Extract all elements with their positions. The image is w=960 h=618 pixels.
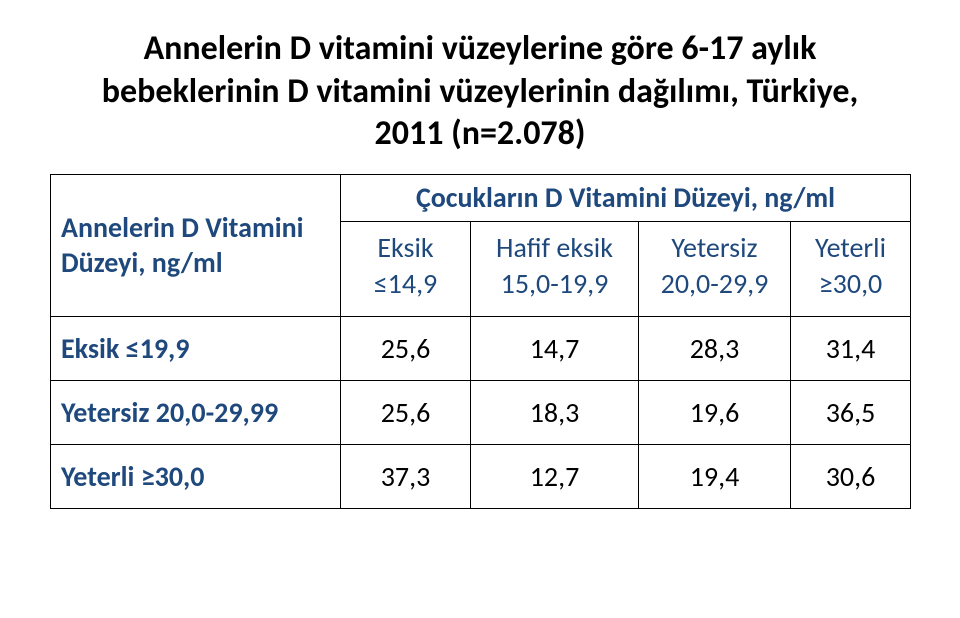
table-cell: 19,4 bbox=[639, 445, 791, 509]
data-table: Annelerin D Vitamini Düzeyi, ng/ml Çocuk… bbox=[50, 174, 911, 510]
table-cell: 12,7 bbox=[471, 445, 639, 509]
table-cell: 37,3 bbox=[341, 445, 471, 509]
table-cell: 14,7 bbox=[471, 317, 639, 381]
table-cell: 28,3 bbox=[639, 317, 791, 381]
table-row: Yetersiz 20,0-29,99 25,6 18,3 19,6 36,5 bbox=[51, 381, 911, 445]
table-row: Yeterli ≥30,0 37,3 12,7 19,4 30,6 bbox=[51, 445, 911, 509]
header-top: Çocukların D Vitamini Düzeyi, ng/ml bbox=[341, 174, 911, 221]
table-cell: 36,5 bbox=[791, 381, 911, 445]
row-label: Yetersiz 20,0-29,99 bbox=[51, 381, 341, 445]
subheader-0: Eksik ≤14,9 bbox=[341, 221, 471, 317]
table-cell: 31,4 bbox=[791, 317, 911, 381]
row-label: Eksik ≤19,9 bbox=[51, 317, 341, 381]
table-header-row-1: Annelerin D Vitamini Düzeyi, ng/ml Çocuk… bbox=[51, 174, 911, 221]
slide: Annelerin D vitamini vüzeylerine göre 6-… bbox=[0, 0, 960, 618]
slide-title: Annelerin D vitamini vüzeylerine göre 6-… bbox=[50, 28, 910, 156]
header-left: Annelerin D Vitamini Düzeyi, ng/ml bbox=[51, 174, 341, 317]
table-row: Eksik ≤19,9 25,6 14,7 28,3 31,4 bbox=[51, 317, 911, 381]
table-cell: 19,6 bbox=[639, 381, 791, 445]
table-cell: 30,6 bbox=[791, 445, 911, 509]
row-label: Yeterli ≥30,0 bbox=[51, 445, 341, 509]
table-cell: 25,6 bbox=[341, 381, 471, 445]
subheader-3: Yeterli ≥30,0 bbox=[791, 221, 911, 317]
subheader-2: Yetersiz 20,0-29,9 bbox=[639, 221, 791, 317]
table-cell: 25,6 bbox=[341, 317, 471, 381]
table-cell: 18,3 bbox=[471, 381, 639, 445]
subheader-1: Hafif eksik 15,0-19,9 bbox=[471, 221, 639, 317]
